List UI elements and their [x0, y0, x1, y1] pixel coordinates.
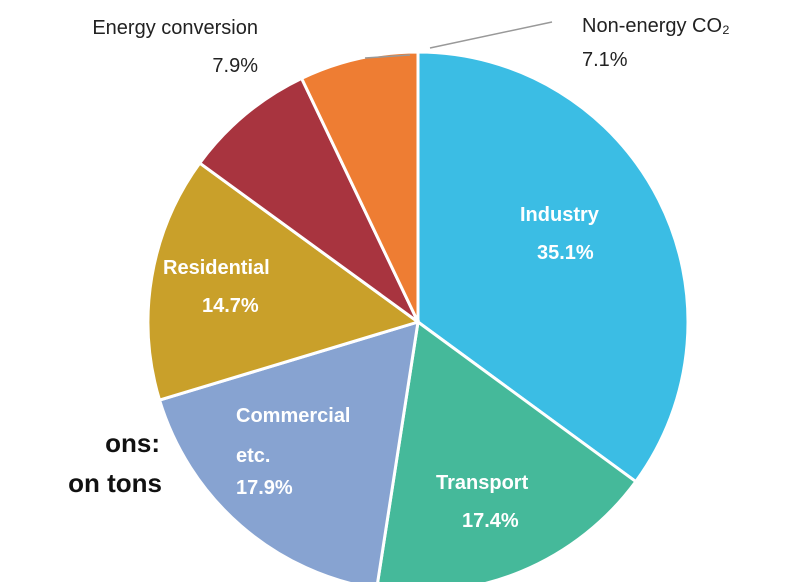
slice-label: Commercial etc. — [236, 405, 351, 467]
value-label: 35.1% — [537, 242, 594, 264]
annotation: ons: — [105, 428, 160, 458]
pie-slice — [197, 76, 420, 324]
pie-slice — [416, 50, 690, 484]
pie-slice — [376, 319, 638, 582]
value-label: 7.1% — [582, 49, 628, 71]
slice-label: Residential — [163, 257, 270, 279]
slice-label: Non-energy CO₂ — [582, 15, 730, 37]
value-label: 7.9% — [212, 55, 258, 77]
pie-slice — [299, 50, 420, 323]
value-label: 14.7% — [202, 295, 259, 317]
slice-label: Transport — [436, 472, 529, 494]
slice-label: Energy conversion — [92, 17, 258, 39]
value-label: 17.4% — [462, 510, 519, 532]
slice-label: Industry — [520, 204, 599, 226]
pie-slice — [146, 160, 422, 402]
leader-line — [429, 21, 553, 49]
leader-line — [364, 54, 411, 59]
value-label: 17.9% — [236, 477, 293, 499]
annotation: on tons — [68, 468, 162, 498]
